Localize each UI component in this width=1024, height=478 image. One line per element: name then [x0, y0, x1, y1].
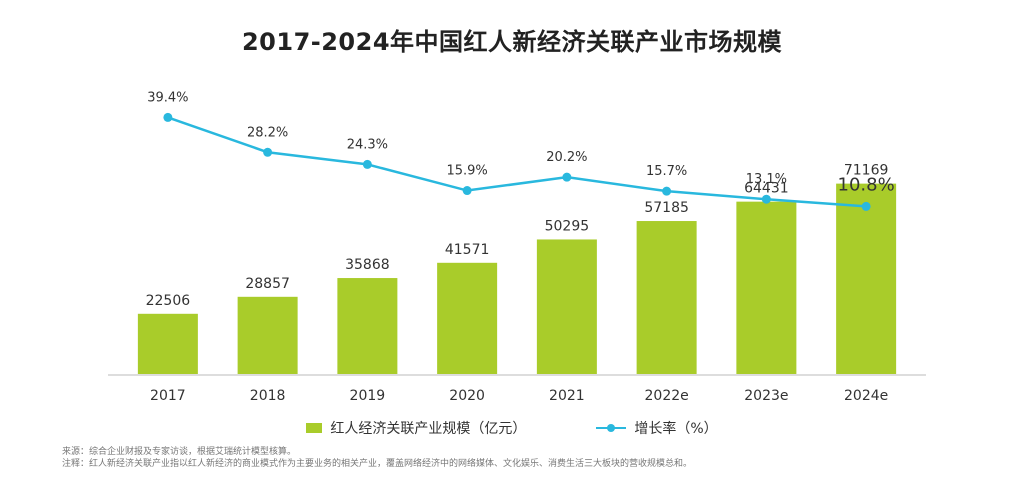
- growth-rate-label: 39.4%: [147, 90, 188, 105]
- growth-rate-label: 24.3%: [347, 137, 388, 152]
- growth-rate-label: 13.1%: [746, 172, 787, 187]
- bar-value-label: 22506: [146, 293, 191, 309]
- x-tick-label: 2017: [150, 388, 186, 404]
- x-axis: 2017 2018 2019 2020 2021 2022e 2023e 2024e: [108, 374, 926, 404]
- chart-title: 2017-2024年中国红人新经济关联产业市场规模: [241, 28, 783, 56]
- line-layer: 39.4% 28.2% 24.3% 15.9% 20.2% 15.7% 13.1% 10.8%: [147, 90, 895, 211]
- legend-label-growth: 增长率（%）: [634, 421, 718, 437]
- bars-layer: 22506 28857 35868 41571 50295 57185 64431 71169: [137, 163, 897, 374]
- bar-value-label: 64431: [744, 181, 789, 197]
- x-tick-label: 2021: [549, 388, 585, 404]
- bar-swatch-icon: [306, 423, 323, 433]
- growth-rate-label: 28.2%: [247, 125, 288, 140]
- bar-value-label: 71169: [844, 163, 889, 179]
- line-swatch-icon: [596, 423, 627, 433]
- x-tick-label: 2019: [350, 388, 386, 404]
- bar: [536, 239, 597, 374]
- growth-point: [761, 194, 771, 204]
- bar: [437, 262, 498, 374]
- growth-point: [362, 159, 372, 169]
- growth-point: [462, 186, 472, 196]
- bar: [137, 313, 198, 374]
- legend: 红人经济关联产业规模（亿元） 增长率（%）: [0, 418, 1024, 438]
- bar: [736, 201, 797, 374]
- growth-rate-label: 10.8%: [838, 174, 895, 195]
- growth-point: [861, 201, 871, 211]
- bar: [237, 296, 298, 374]
- legend-item-growth: 增长率（%）: [596, 418, 718, 438]
- bar-value-label: 35868: [345, 257, 390, 273]
- bar: [636, 221, 697, 374]
- x-tick-label: 2020: [449, 388, 485, 404]
- footnote-note: 注释：红人新经济关联产业指以红人新经济的商业模式作为主要业务的相关产业，覆盖网络…: [62, 459, 693, 469]
- x-tick-label: 2018: [250, 388, 286, 404]
- growth-rate-label: 15.9%: [446, 164, 487, 179]
- legend-label-scale: 红人经济关联产业规模（亿元）: [330, 421, 527, 437]
- bar-value-label: 57185: [644, 200, 689, 216]
- growth-rate-label: 15.7%: [646, 164, 687, 179]
- bar-value-label: 41571: [445, 242, 490, 258]
- bar-value-label: 50295: [545, 218, 590, 234]
- growth-point: [263, 147, 273, 157]
- footnotes: 来源：综合企业财报及专家访谈，根据艾瑞统计模型核算。 注释：红人新经济关联产业指…: [62, 446, 962, 470]
- growth-point: [163, 112, 173, 122]
- legend-item-scale: 红人经济关联产业规模（亿元）: [306, 418, 526, 438]
- bar-value-label: 28857: [245, 276, 290, 292]
- growth-line: [167, 116, 867, 208]
- x-tick-label: 2023e: [744, 388, 788, 404]
- growth-point: [662, 186, 672, 196]
- bar: [836, 183, 897, 374]
- footnote-source: 来源：综合企业财报及专家访谈，根据艾瑞统计模型核算。: [62, 447, 297, 457]
- x-tick-label: 2022e: [645, 388, 689, 404]
- bar: [337, 278, 398, 374]
- growth-point: [562, 172, 572, 182]
- growth-rate-label: 20.2%: [546, 150, 587, 165]
- x-tick-label: 2024e: [844, 388, 888, 404]
